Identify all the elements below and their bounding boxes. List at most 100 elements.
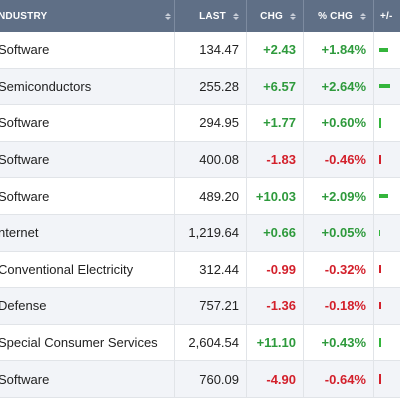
pct-chg-value: +0.05% [321, 225, 366, 241]
industry-name[interactable]: Software [0, 188, 50, 204]
table-row[interactable]: nternet 1,219.64 +0.66 +0.05% [0, 214, 400, 252]
industry-cell[interactable]: nternet [0, 214, 175, 251]
column-header-last-label: LAST [199, 10, 226, 22]
chg-cell: -1.36 [247, 288, 304, 324]
chg-cell: +0.66 [247, 214, 304, 251]
column-header-plus-minus[interactable]: +/- [374, 0, 400, 32]
pct-chg-value: +2.64% [321, 78, 366, 94]
table-header: NDUSTRY LAST CHG % CHG +/- [0, 0, 400, 32]
table-row[interactable]: Software 134.47 +2.43 +1.84% [0, 32, 400, 69]
plus-minus-cell [374, 215, 400, 251]
last-cell: 1,219.64 [175, 214, 247, 251]
column-header-pct-chg-label: % CHG [318, 10, 353, 22]
industry-name[interactable]: Conventional Electricity [0, 261, 134, 277]
industry-cell[interactable]: Conventional Electricity [0, 251, 175, 288]
pct-chg-value: -0.18% [324, 298, 366, 314]
last-value: 1,219.64 [188, 225, 239, 241]
industry-name[interactable]: Software [0, 115, 50, 131]
pct-chg-value: +1.84% [321, 42, 366, 58]
chg-cell: +2.43 [247, 32, 304, 68]
last-value: 489.20 [199, 188, 239, 204]
chg-value: -1.36 [266, 298, 296, 314]
last-value: 760.09 [199, 371, 239, 387]
plus-minus-cell [374, 178, 400, 214]
plus-minus-cell [374, 288, 400, 324]
pct-chg-cell: +2.64% [304, 68, 374, 105]
last-cell: 2,604.54 [175, 324, 247, 361]
last-value: 294.95 [199, 115, 239, 131]
change-bar [379, 265, 381, 274]
table-row[interactable]: Defense 757.21 -1.36 -0.18% [0, 288, 400, 325]
table-row[interactable]: Software 294.95 +1.77 +0.60% [0, 105, 400, 142]
industry-name[interactable]: nternet [0, 225, 39, 241]
pct-chg-cell: +1.84% [304, 32, 374, 68]
pct-chg-value: -0.46% [324, 152, 366, 168]
pct-chg-cell: -0.64% [304, 361, 374, 397]
plus-minus-cell [374, 142, 400, 178]
column-header-pct-chg[interactable]: % CHG [304, 0, 374, 32]
industry-cell[interactable]: Semiconductors [0, 68, 175, 105]
industry-name[interactable]: Software [0, 371, 50, 387]
chg-cell: +1.77 [247, 105, 304, 141]
industry-cell[interactable]: Software [0, 105, 175, 141]
sort-icon[interactable] [164, 12, 172, 20]
table-row[interactable]: Software 489.20 +10.03 +2.09% [0, 178, 400, 215]
table-row[interactable]: Software 400.08 -1.83 -0.46% [0, 141, 400, 179]
chg-cell: -1.83 [247, 141, 304, 178]
industry-name[interactable]: Special Consumer Services [0, 335, 158, 351]
industry-name[interactable]: Software [0, 42, 50, 58]
chg-cell: +11.10 [247, 324, 304, 361]
pct-chg-value: +0.60% [321, 115, 366, 131]
table-row[interactable]: Conventional Electricity 312.44 -0.99 -0.32… [0, 251, 400, 289]
chg-value: -1.83 [266, 152, 296, 168]
sort-icon[interactable] [359, 12, 367, 20]
industry-name[interactable]: Defense [0, 298, 47, 314]
chg-cell: -4.90 [247, 361, 304, 397]
last-value: 134.47 [199, 42, 239, 58]
pct-chg-cell: +2.09% [304, 178, 374, 214]
last-cell: 312.44 [175, 251, 247, 288]
plus-minus-cell [374, 252, 400, 288]
chg-cell: +6.57 [247, 68, 304, 105]
industry-cell[interactable]: Software [0, 141, 175, 178]
table-body: Software 134.47 +2.43 +1.84% Semiconductors 2… [0, 32, 400, 398]
column-header-last[interactable]: LAST [175, 0, 247, 32]
pct-chg-cell: +0.43% [304, 324, 374, 361]
change-bar [379, 47, 388, 52]
chg-value: +2.43 [263, 42, 296, 58]
industry-cell[interactable]: Software [0, 361, 175, 397]
change-bar [379, 374, 381, 385]
industry-name[interactable]: Semiconductors [0, 78, 92, 94]
column-header-chg[interactable]: CHG [247, 0, 304, 32]
plus-minus-cell [374, 325, 400, 361]
table-row[interactable]: Semiconductors 255.28 +6.57 +2.64% [0, 68, 400, 106]
industry-cell[interactable]: Defense [0, 288, 175, 324]
change-bar [379, 84, 390, 89]
change-bar [379, 117, 381, 128]
industry-cell[interactable]: Special Consumer Services [0, 324, 175, 361]
change-bar [379, 155, 381, 165]
plus-minus-cell [374, 32, 400, 68]
last-cell: 134.47 [175, 32, 247, 68]
chg-value: +10.03 [255, 188, 296, 204]
plus-minus-cell [374, 105, 400, 141]
pct-chg-cell: -0.32% [304, 251, 374, 288]
table-row[interactable]: Special Consumer Services 2,604.54 +11.10 +… [0, 324, 400, 362]
last-value: 400.08 [199, 152, 239, 168]
pct-chg-value: +0.43% [321, 335, 366, 351]
table-row[interactable]: Software 760.09 -4.90 -0.64% [0, 361, 400, 398]
plus-minus-cell [374, 361, 400, 397]
last-cell: 255.28 [175, 68, 247, 105]
chg-cell: -0.99 [247, 251, 304, 288]
last-value: 757.21 [199, 298, 239, 314]
plus-minus-cell [374, 69, 400, 105]
sort-icon[interactable] [289, 12, 297, 20]
pct-chg-cell: -0.18% [304, 288, 374, 324]
last-value: 2,604.54 [188, 335, 239, 351]
sort-icon[interactable] [232, 12, 240, 20]
column-header-industry[interactable]: NDUSTRY [0, 0, 175, 32]
industry-cell[interactable]: Software [0, 178, 175, 214]
industry-cell[interactable]: Software [0, 32, 175, 68]
industry-name[interactable]: Software [0, 152, 50, 168]
